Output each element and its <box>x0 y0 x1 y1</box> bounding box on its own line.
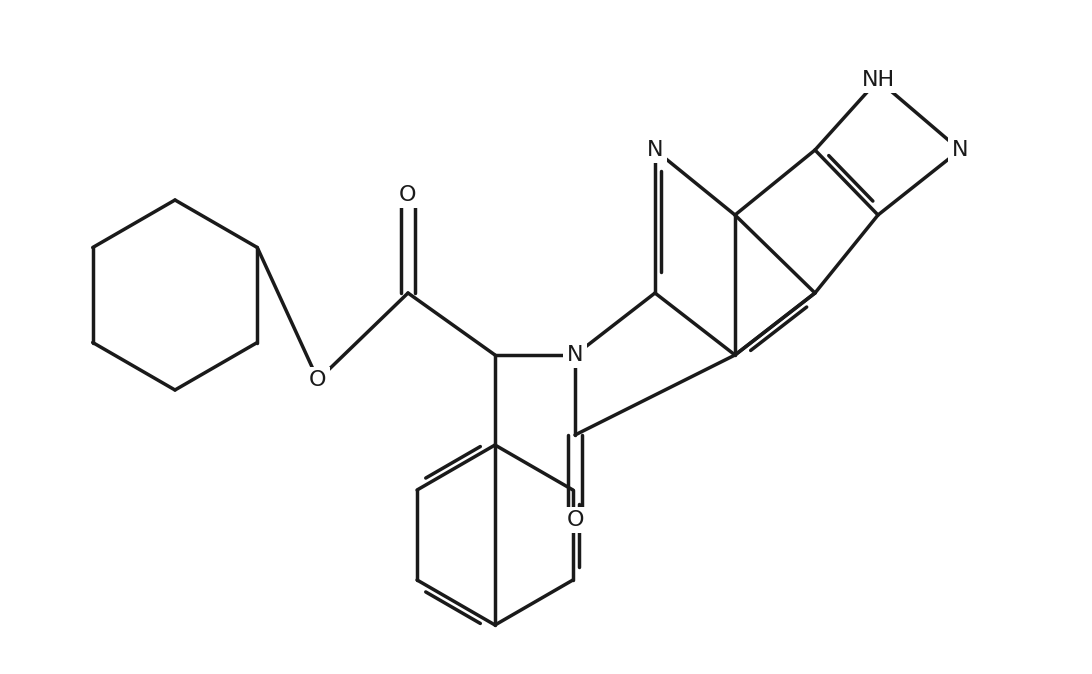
Text: NH: NH <box>862 70 894 90</box>
Text: O: O <box>309 370 327 390</box>
Text: N: N <box>952 140 969 160</box>
Text: N: N <box>567 345 583 365</box>
Text: O: O <box>567 510 584 530</box>
Text: N: N <box>646 140 663 160</box>
Text: O: O <box>400 185 417 205</box>
